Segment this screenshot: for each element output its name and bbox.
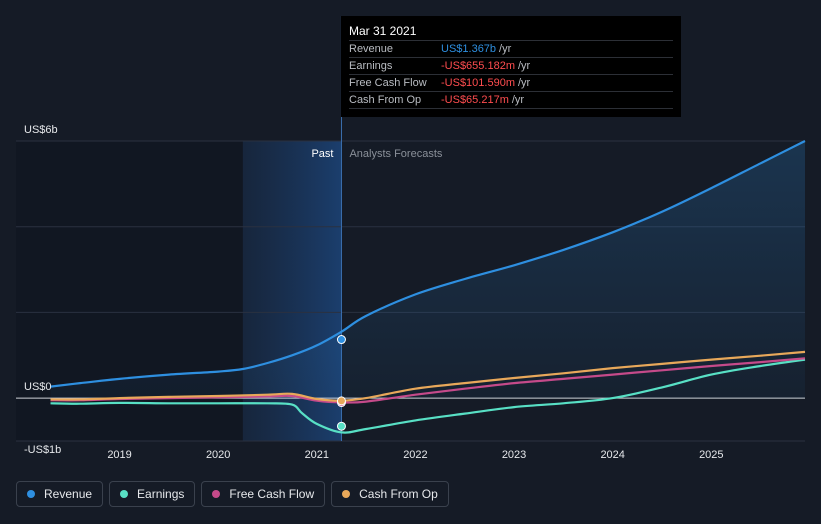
tooltip-value: -US$65.217m xyxy=(441,94,509,106)
y-tick-label: US$0 xyxy=(24,381,52,393)
x-tick-label: 2022 xyxy=(403,449,427,461)
x-tick-label: 2024 xyxy=(600,449,624,461)
series-line-revenue xyxy=(50,140,806,388)
legend-label: Free Cash Flow xyxy=(229,487,315,501)
tooltip-unit: /yr xyxy=(518,60,531,72)
legend-label: Revenue xyxy=(44,487,93,501)
legend-dot-icon xyxy=(212,490,221,498)
legend-dot-icon xyxy=(342,490,351,498)
chart-legend: Revenue Earnings Free Cash Flow Cash Fro… xyxy=(16,481,449,507)
tooltip-date: Mar 31 2021 xyxy=(349,23,673,41)
legend-item-revenue[interactable]: Revenue xyxy=(16,481,104,507)
legend-dot-icon xyxy=(27,490,35,498)
legend-label: Earnings xyxy=(137,487,185,501)
x-tick-label: 2023 xyxy=(502,449,526,461)
x-tick-label: 2025 xyxy=(699,449,723,461)
legend-item-free-cash-flow[interactable]: Free Cash Flow xyxy=(201,481,326,507)
tooltip-unit: /yr xyxy=(499,43,512,55)
forecast-label: Analysts Forecasts xyxy=(349,148,442,160)
legend-item-earnings[interactable]: Earnings xyxy=(109,481,196,507)
legend-item-cash-from-op[interactable]: Cash From Op xyxy=(331,481,449,507)
tooltip-value: -US$655.182m xyxy=(441,60,515,72)
revenue-area xyxy=(50,141,805,399)
tooltip-row-revenue: Revenue US$1.367b /yr xyxy=(349,41,673,58)
legend-dot-icon xyxy=(120,490,129,498)
tooltip-row-free-cash-flow: Free Cash Flow -US$101.590m /yr xyxy=(349,75,673,92)
marker-revenue xyxy=(336,335,346,345)
tooltip-value: -US$101.590m xyxy=(441,77,515,89)
x-tick-label: 2019 xyxy=(107,449,131,461)
chart-tooltip: Mar 31 2021 Revenue US$1.367b /yr Earnin… xyxy=(341,16,681,117)
x-tick-label: 2021 xyxy=(305,449,329,461)
tooltip-row-cash-from-op: Cash From Op -US$65.217m /yr xyxy=(349,92,673,109)
tooltip-row-earnings: Earnings -US$655.182m /yr xyxy=(349,58,673,75)
x-tick-label: 2020 xyxy=(206,449,230,461)
marker-earnings xyxy=(336,421,346,431)
series-line-earnings xyxy=(50,358,806,434)
legend-label: Cash From Op xyxy=(359,487,438,501)
y-tick-label: -US$1b xyxy=(24,444,61,456)
tooltip-label: Cash From Op xyxy=(349,94,422,106)
tooltip-label: Free Cash Flow xyxy=(349,77,427,89)
tooltip-unit: /yr xyxy=(518,77,531,89)
series-line-free-cash-flow xyxy=(50,357,806,404)
past-label: Past xyxy=(311,148,333,160)
series-line-cash-from-op xyxy=(50,350,806,402)
tooltip-label: Revenue xyxy=(349,43,394,55)
tooltip-value: US$1.367b xyxy=(441,43,497,55)
marker-cash-from-op xyxy=(336,396,346,406)
tooltip-label: Earnings xyxy=(349,60,393,72)
tooltip-unit: /yr xyxy=(511,94,525,106)
y-tick-label: US$6b xyxy=(24,124,58,136)
